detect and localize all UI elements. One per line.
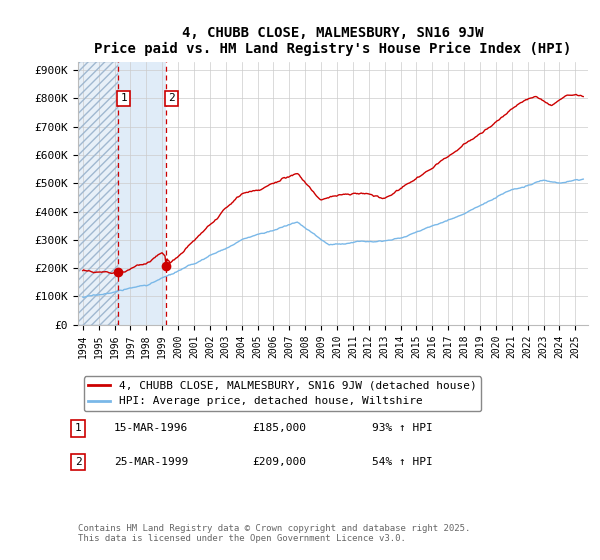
Bar	[78, 62, 118, 325]
Text: 93% ↑ HPI: 93% ↑ HPI	[372, 423, 433, 433]
Text: 1: 1	[120, 94, 127, 104]
Bar	[118, 62, 166, 325]
Text: 15-MAR-1996: 15-MAR-1996	[114, 423, 188, 433]
Text: 2: 2	[168, 94, 175, 104]
Text: Contains HM Land Registry data © Crown copyright and database right 2025.
This d: Contains HM Land Registry data © Crown c…	[78, 524, 470, 543]
Text: 25-MAR-1999: 25-MAR-1999	[114, 457, 188, 467]
Text: £185,000: £185,000	[252, 423, 306, 433]
Text: 2: 2	[74, 457, 82, 467]
Text: £209,000: £209,000	[252, 457, 306, 467]
Text: 54% ↑ HPI: 54% ↑ HPI	[372, 457, 433, 467]
Bar	[78, 62, 118, 325]
Legend: 4, CHUBB CLOSE, MALMESBURY, SN16 9JW (detached house), HPI: Average price, detac: 4, CHUBB CLOSE, MALMESBURY, SN16 9JW (de…	[83, 376, 481, 411]
Title: 4, CHUBB CLOSE, MALMESBURY, SN16 9JW
Price paid vs. HM Land Registry's House Pri: 4, CHUBB CLOSE, MALMESBURY, SN16 9JW Pri…	[94, 26, 572, 56]
Text: 1: 1	[74, 423, 82, 433]
